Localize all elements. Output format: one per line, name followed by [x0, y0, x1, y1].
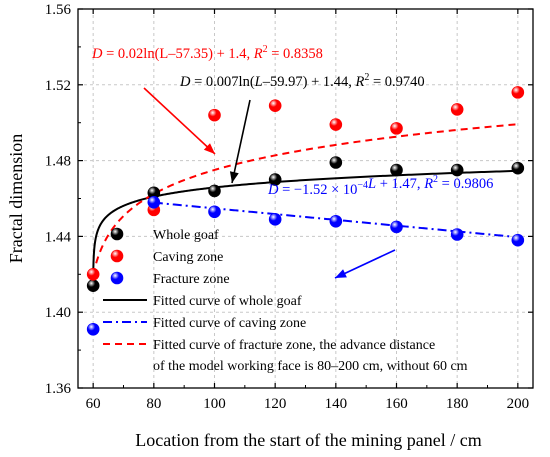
equation-variable: L	[367, 176, 376, 192]
equation-variable: R	[355, 74, 365, 90]
legend-marker	[110, 249, 124, 263]
y-tick-label: 1.48	[45, 154, 71, 170]
x-tick-label: 100	[203, 396, 226, 412]
data-point	[208, 108, 221, 122]
legend-label: Whole goaf	[153, 228, 219, 243]
goaf-annotation-arrow-head	[229, 171, 239, 183]
x-tick-label: 140	[325, 396, 348, 412]
equation-variable: R	[253, 46, 263, 62]
legend-item-3: Fitted curve of whole goaf	[103, 294, 302, 309]
x-tick-label: 200	[507, 396, 530, 412]
y-tick-label: 1.52	[45, 78, 71, 94]
equation-variable: L	[254, 74, 263, 90]
equation-text: + 1.47,	[376, 176, 424, 192]
legend-item-2: Fracture zone	[110, 271, 230, 287]
y-tick-label: 1.36	[45, 381, 72, 397]
data-point	[450, 163, 464, 177]
data-point	[86, 322, 100, 336]
data-point	[268, 173, 282, 186]
legend-item-4: Fitted curve of caving zone	[103, 316, 306, 331]
equation-text: = −1.52 × 10	[278, 182, 357, 198]
x-tick-label: 80	[146, 396, 161, 412]
data-point	[450, 228, 464, 241]
data-point	[86, 267, 100, 281]
y-tick-label: 1.44	[45, 229, 72, 245]
legend-item-1: Caving zone	[110, 249, 223, 265]
fitted-curve-5	[92, 123, 518, 276]
equation-exponent: −4	[357, 180, 368, 191]
data-point	[208, 184, 221, 198]
legend-label-line2: of the model working face is 80–200 cm, …	[153, 359, 468, 374]
data-point	[390, 220, 403, 234]
legend-marker	[110, 227, 124, 241]
legend-item-0: Whole goaf	[110, 227, 219, 243]
data-point	[329, 214, 343, 228]
fitted-curve-3	[92, 169, 518, 275]
equation-exponent: 2	[263, 44, 268, 55]
equation-text: = 0.9806	[438, 176, 493, 192]
x-tick-label: 120	[264, 396, 287, 412]
data-point	[86, 279, 100, 292]
fracture-annotation-arrow	[334, 249, 396, 279]
data-point	[390, 122, 403, 135]
caving-annotation-arrow-head	[203, 143, 215, 154]
equation-variable: R	[423, 176, 433, 192]
legend-label: Caving zone	[153, 250, 223, 265]
x-axis-title: Location from the start of the mining pa…	[135, 430, 481, 450]
equation-text: –59.97) + 1.44,	[262, 74, 356, 90]
x-tick-label: 160	[385, 396, 408, 412]
legend-label: Fitted curve of whole goaf	[153, 294, 302, 309]
fit-equation-1: D = 0.007ln(L–59.97) + 1.44, R2 = 0.9740	[179, 72, 425, 90]
legend-label: Fitted curve of fracture zone, the advan…	[153, 338, 435, 353]
equation-exponent: 2	[433, 174, 438, 185]
data-point	[208, 205, 221, 219]
data-point	[511, 86, 525, 99]
data-point	[329, 118, 343, 131]
data-point	[390, 163, 403, 177]
data-point	[450, 103, 464, 116]
data-point	[511, 161, 525, 175]
y-axis-title: Fractal dimension	[6, 134, 26, 263]
equation-text: = 0.9740	[369, 74, 424, 90]
data-point	[511, 233, 525, 247]
goaf-annotation-arrow	[231, 99, 251, 184]
data-point	[329, 156, 343, 169]
equation-text: = 0.007ln(	[190, 74, 254, 90]
equation-text: = 0.02ln(L–57.35) + 1.4,	[102, 46, 253, 62]
data-point	[268, 99, 282, 112]
y-tick-label: 1.40	[45, 305, 71, 321]
equation-text: = 0.8358	[268, 46, 323, 62]
equation-variable: D	[267, 182, 279, 198]
equation-exponent: 2	[364, 72, 369, 83]
data-point	[147, 195, 161, 209]
equation-variable: D	[179, 74, 191, 90]
equation-variable: D	[91, 46, 103, 62]
data-point	[268, 213, 282, 226]
fracture-annotation-arrow-head	[335, 269, 347, 278]
x-tick-label: 60	[86, 396, 101, 412]
legend-label: Fitted curve of caving zone	[153, 316, 306, 331]
x-tick-label: 180	[446, 396, 469, 412]
legend-item-5: Fitted curve of fracture zone, the advan…	[103, 338, 468, 374]
legend-marker	[110, 271, 124, 285]
legend-label: Fracture zone	[153, 272, 230, 287]
y-tick-label: 1.56	[45, 2, 72, 18]
caving-annotation-arrow	[143, 87, 216, 155]
fit-equation-2: D = −1.52 × 10−4L + 1.47, R2 = 0.9806	[267, 174, 493, 198]
fit-equation-0: D = 0.02ln(L–57.35) + 1.4, R2 = 0.8358	[91, 44, 323, 62]
